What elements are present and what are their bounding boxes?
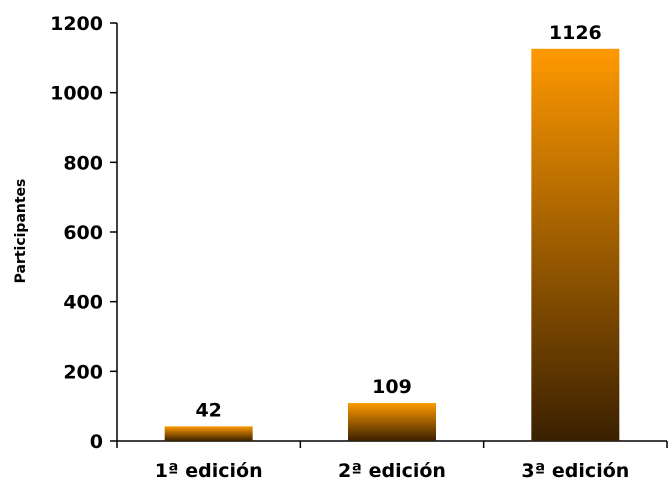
labels: 42 1ª edición 109 2ª edición 1126 3ª edición xyxy=(155,22,630,482)
y-tick-label: 1200 xyxy=(50,13,103,35)
y-tick-label: 0 xyxy=(90,431,103,453)
bars xyxy=(164,48,620,441)
x-category-label: 3ª edición xyxy=(521,460,629,482)
y-tick-label: 400 xyxy=(63,292,103,314)
x-category-label: 1ª edición xyxy=(155,460,263,482)
x-category-label: 2ª edición xyxy=(338,460,446,482)
bar xyxy=(348,403,436,441)
data-label: 42 xyxy=(195,399,221,421)
data-label: 1126 xyxy=(549,22,602,44)
bar xyxy=(531,48,620,441)
data-label: 109 xyxy=(372,376,412,398)
y-tick-label: 200 xyxy=(63,361,103,383)
y-tick-label: 800 xyxy=(63,152,103,174)
y-axis-title: Participantes xyxy=(13,179,29,284)
bar xyxy=(164,426,253,441)
y-tick-label: 1000 xyxy=(50,83,103,105)
y-tick-label: 600 xyxy=(63,222,103,244)
